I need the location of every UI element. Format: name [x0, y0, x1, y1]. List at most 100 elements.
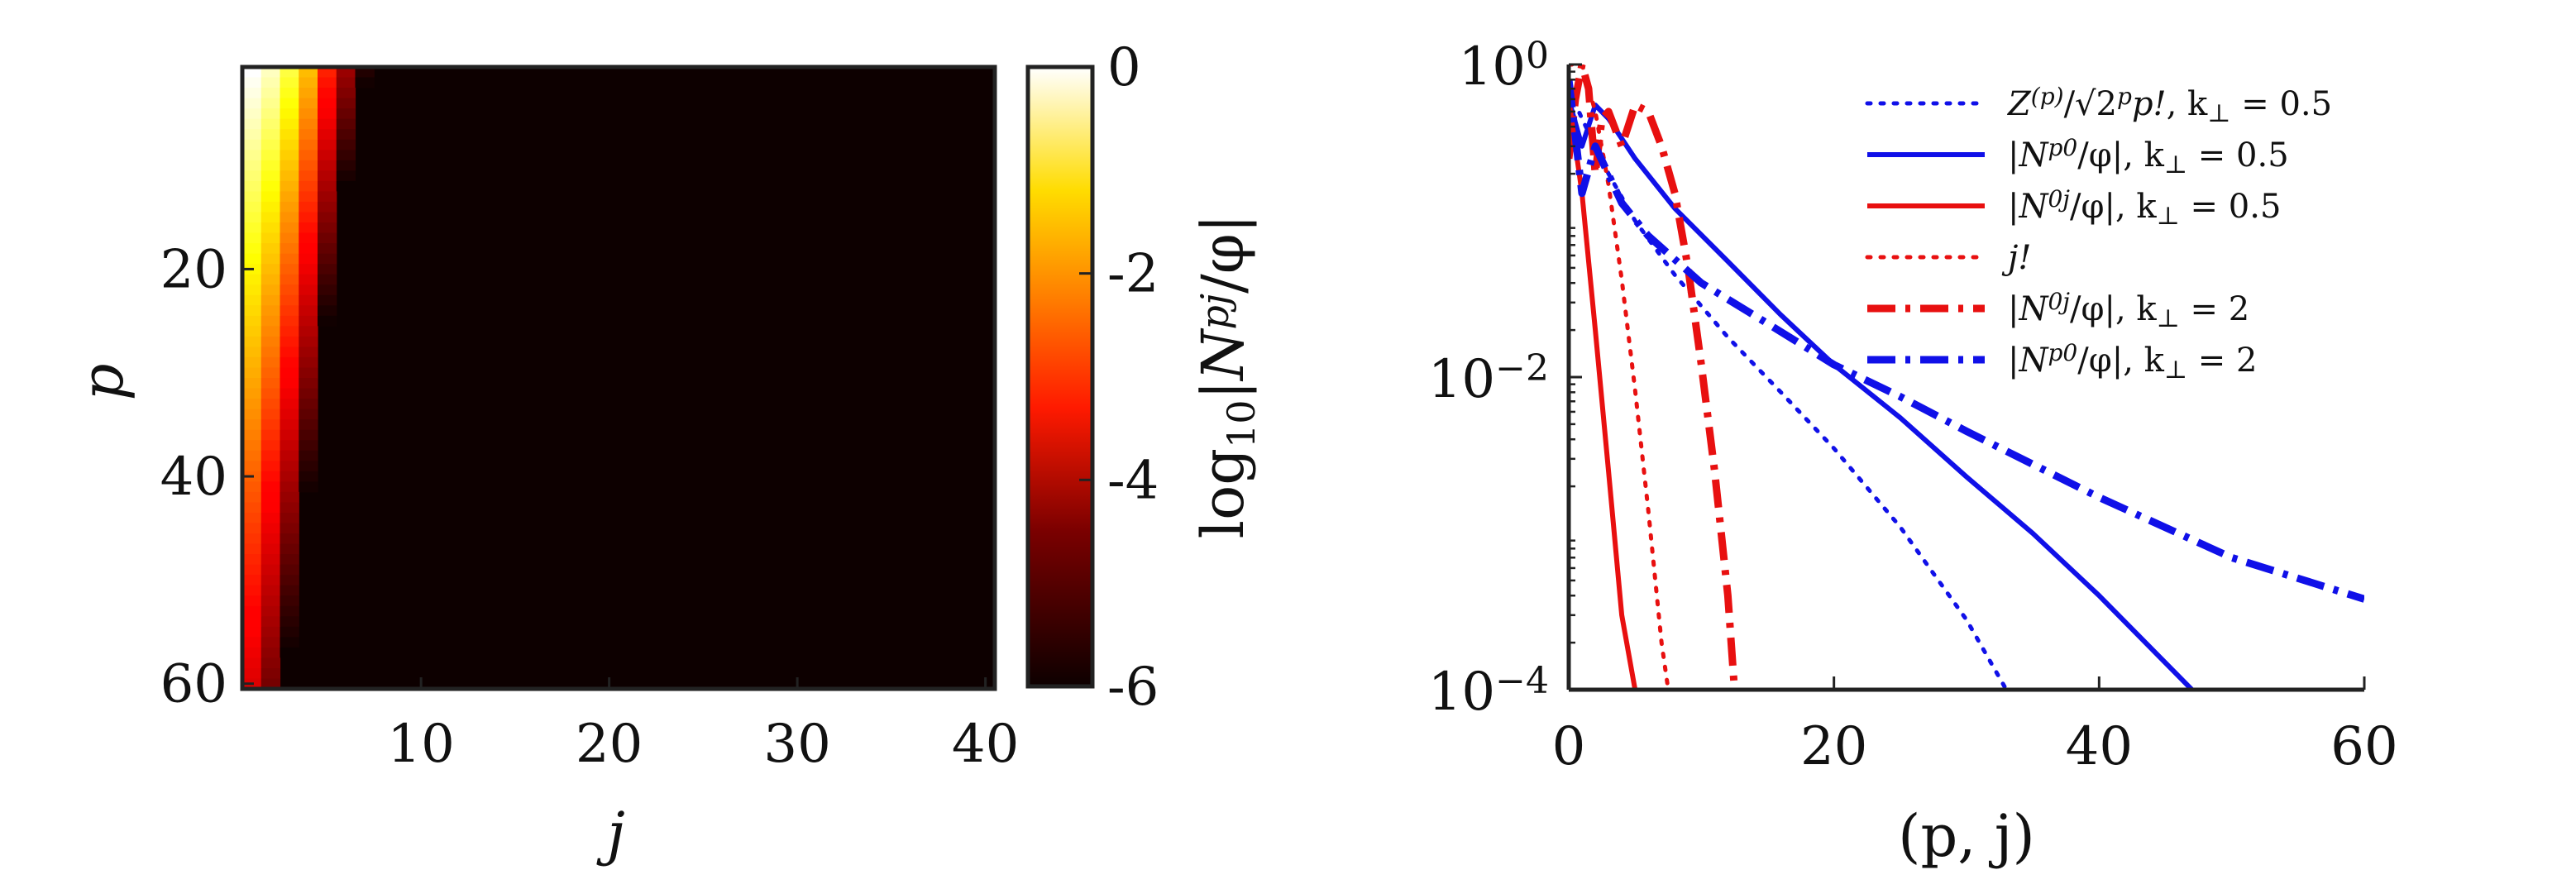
heatmap-cell	[280, 533, 299, 545]
heatmap-cell	[260, 595, 281, 607]
heatmap-cell	[299, 170, 318, 182]
heatmap-cell	[260, 471, 281, 482]
legend-label: |Np0/φ|, k⊥ = 0.5	[2008, 134, 2289, 179]
heatmap-y-tick-label: 40	[160, 447, 227, 508]
heatmap-cell	[260, 512, 281, 524]
heatmap-cell	[299, 450, 318, 461]
heatmap-cell	[242, 512, 262, 524]
heatmap-cell	[280, 388, 299, 399]
heatmap-cell	[280, 222, 299, 234]
heatmap-cell	[242, 139, 262, 151]
heatmap-cell	[318, 253, 337, 265]
heatmap-cell	[260, 201, 281, 213]
heatmap-cell	[242, 502, 262, 514]
heatmap-cell	[242, 605, 262, 617]
heatmap-cell	[280, 554, 299, 566]
heatmap-cell	[280, 471, 299, 482]
heatmap-cell	[336, 160, 356, 171]
heatmap-cell	[280, 605, 299, 617]
series-line-5	[1569, 65, 1738, 690]
colorbar: 0 -2 -4 -6 log10|Npj/φ|	[1025, 37, 1264, 718]
heatmap-cell	[260, 347, 281, 358]
heatmap-cell	[242, 657, 262, 669]
heatmap-cell	[260, 450, 281, 461]
heatmap-cell	[260, 88, 281, 99]
heatmap-background	[242, 67, 995, 689]
heatmap-cell	[318, 108, 337, 120]
heatmap-cell	[242, 98, 262, 109]
heatmap-cell	[280, 88, 299, 99]
heatmap-cell	[280, 294, 299, 306]
x-tick-label: 60	[2330, 716, 2397, 777]
series-line-2	[1569, 98, 2194, 690]
heatmap-cell	[299, 201, 318, 213]
heatmap-cell	[336, 150, 356, 161]
heatmap-cell	[299, 294, 318, 306]
heatmap-cell	[260, 585, 281, 596]
heatmap-cell	[299, 160, 318, 171]
heatmap-cell	[280, 243, 299, 255]
heatmap-cell	[260, 378, 281, 390]
heatmap-cell	[336, 118, 356, 130]
heatmap-cell	[260, 523, 281, 534]
heatmap-cell	[260, 150, 281, 161]
heatmap-cell	[260, 77, 281, 88]
heatmap-cell	[299, 305, 318, 317]
heatmap-cell	[299, 67, 318, 79]
heatmap-cell	[260, 429, 281, 441]
heatmap-cell	[299, 232, 318, 244]
heatmap-x-tick-label: 10	[387, 714, 454, 775]
heatmap-cell	[242, 212, 262, 223]
heatmap-cell	[336, 139, 356, 151]
line-plot-x-label: (p, j)	[1898, 802, 2035, 870]
line-plot-y-ticks: 100 10−2 10−4	[1428, 35, 1582, 723]
heatmap-cell	[336, 180, 356, 192]
heatmap-cell	[280, 347, 299, 358]
heatmap-cell	[242, 533, 262, 545]
heatmap-cell	[299, 118, 318, 130]
heatmap-cell	[299, 222, 318, 234]
heatmap-cell	[318, 98, 337, 109]
heatmap-cell	[260, 294, 281, 306]
heatmap-cell	[260, 336, 281, 347]
heatmap-panel: 10 20 30 40 20 40 60 j p	[69, 65, 1019, 867]
heatmap-cell	[299, 399, 318, 410]
colorbar-label: log10|Npj/φ|	[1189, 214, 1264, 539]
heatmap-cell	[242, 284, 262, 296]
heatmap-cell	[318, 315, 337, 327]
heatmap-cell	[299, 129, 318, 141]
heatmap-cell	[299, 150, 318, 161]
y-tick-label: 100	[1459, 35, 1549, 98]
heatmap-cell	[260, 409, 281, 420]
heatmap-cell	[318, 191, 337, 203]
heatmap-cell	[260, 419, 281, 431]
x-tick-label: 20	[1800, 716, 1867, 777]
heatmap-cell	[260, 564, 281, 576]
heatmap-cell	[318, 222, 337, 234]
heatmap-x-label: j	[596, 800, 625, 867]
heatmap-cell	[280, 201, 299, 213]
heatmap-cell	[242, 564, 262, 576]
x-tick-label: 40	[2066, 716, 2133, 777]
heatmap-cell	[280, 543, 299, 555]
heatmap-cell	[260, 678, 281, 690]
colorbar-tick-label: -6	[1107, 657, 1159, 718]
heatmap-cell	[242, 243, 262, 255]
heatmap-cell	[299, 191, 318, 203]
heatmap-cell	[260, 315, 281, 327]
heatmap-cell	[280, 450, 299, 461]
heatmap-cell	[299, 336, 318, 347]
heatmap-cell	[318, 294, 337, 306]
heatmap-cell	[242, 88, 262, 99]
heatmap-cell	[260, 637, 281, 648]
heatmap-cell	[280, 139, 299, 151]
heatmap-cell	[280, 461, 299, 472]
heatmap-y-label: p	[69, 364, 136, 401]
heatmap-cell	[318, 88, 337, 99]
heatmap-cell	[280, 419, 299, 431]
heatmap-cell	[242, 315, 262, 327]
colorbar-ticks: 0 -2 -4 -6	[1079, 37, 1159, 718]
legend-label: j!	[2001, 239, 2031, 277]
heatmap-cell	[280, 180, 299, 192]
heatmap-cell	[355, 67, 375, 79]
